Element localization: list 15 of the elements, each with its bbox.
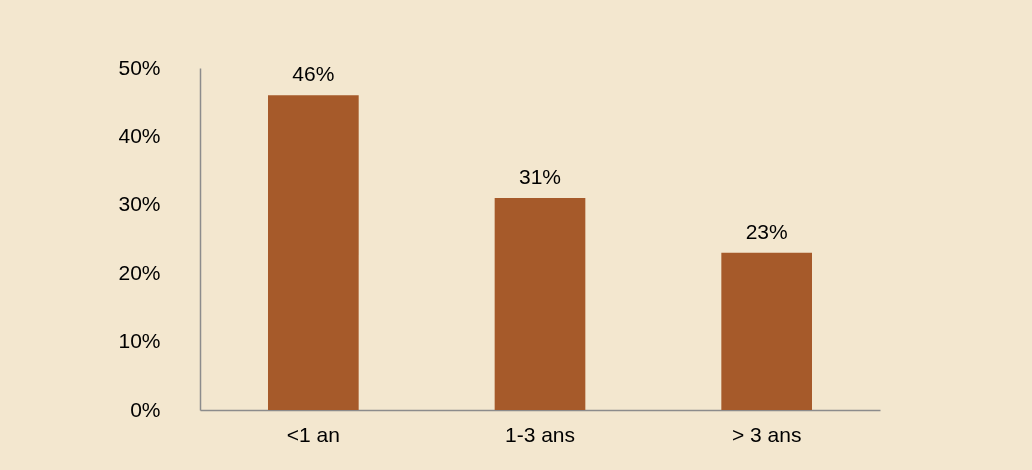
- y-tick-label: 20%: [118, 260, 161, 284]
- y-tick-label: 30%: [118, 192, 161, 216]
- bar: [494, 197, 586, 410]
- y-tick-label: 10%: [118, 329, 161, 353]
- data-label: 46%: [292, 62, 335, 86]
- y-tick-label: 50%: [118, 55, 161, 79]
- x-tick-label: > 3 ans: [731, 422, 802, 446]
- data-label: 31%: [518, 164, 562, 188]
- y-tick-label: 0%: [130, 397, 161, 421]
- bar: [721, 252, 812, 410]
- bar: [268, 95, 359, 410]
- data-label: 23%: [745, 219, 788, 243]
- x-tick-label: 1-3 ans: [504, 422, 576, 446]
- y-tick-label: 40%: [118, 123, 161, 147]
- x-tick-label: <1 an: [286, 422, 340, 446]
